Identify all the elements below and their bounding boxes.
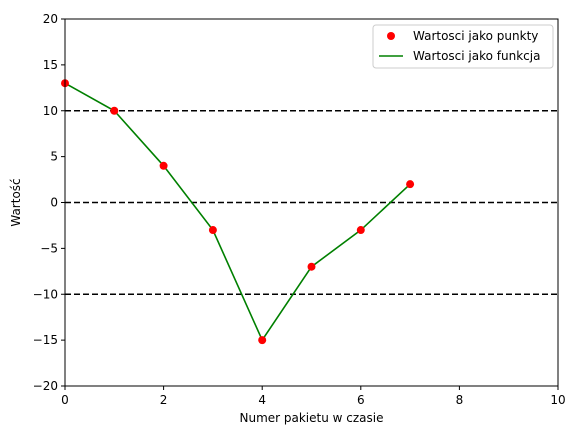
y-tick-label: 20 [43,12,58,26]
y-axis-label: Wartość [9,178,23,226]
data-point [356,226,365,235]
x-tick-label: 0 [61,393,69,407]
data-point [208,226,217,235]
x-tick-label: 2 [160,393,168,407]
x-tick-label: 8 [456,393,464,407]
data-point [159,161,168,170]
y-axis-ticks: −20 −15 −10 −5 0 5 10 15 20 [33,12,65,393]
y-tick-label: −15 [33,333,58,347]
legend-box [372,24,554,69]
x-tick-label: 4 [258,393,266,407]
x-axis-label: Numer pakietu w czasie [239,411,383,425]
series-points-group [61,79,415,345]
y-tick-label: −5 [40,241,58,255]
data-point [110,106,119,115]
reference-lines [65,110,558,295]
y-tick-label: 5 [50,150,58,164]
series-line-group [64,82,411,342]
legend-label: Wartosci jako punkty [413,29,538,43]
legend-label: Wartosci jako funkcja [413,49,540,63]
data-point [406,180,415,189]
y-tick-label: 10 [43,104,58,118]
x-axis-ticks: 0 2 4 6 8 10 [61,386,566,407]
y-tick-label: 15 [43,58,58,72]
x-tick-label: 10 [550,393,565,407]
y-tick-label: −10 [33,287,58,301]
series-line-1 [64,82,411,342]
data-point [307,262,316,271]
y-tick-label: 0 [50,196,58,210]
y-tick-label: −20 [33,379,58,393]
x-tick-label: 6 [357,393,365,407]
data-point [258,336,267,345]
legend: Wartosci jako punkty Wartosci jako funkcj… [372,24,554,69]
legend-marker-swatch [387,32,395,40]
